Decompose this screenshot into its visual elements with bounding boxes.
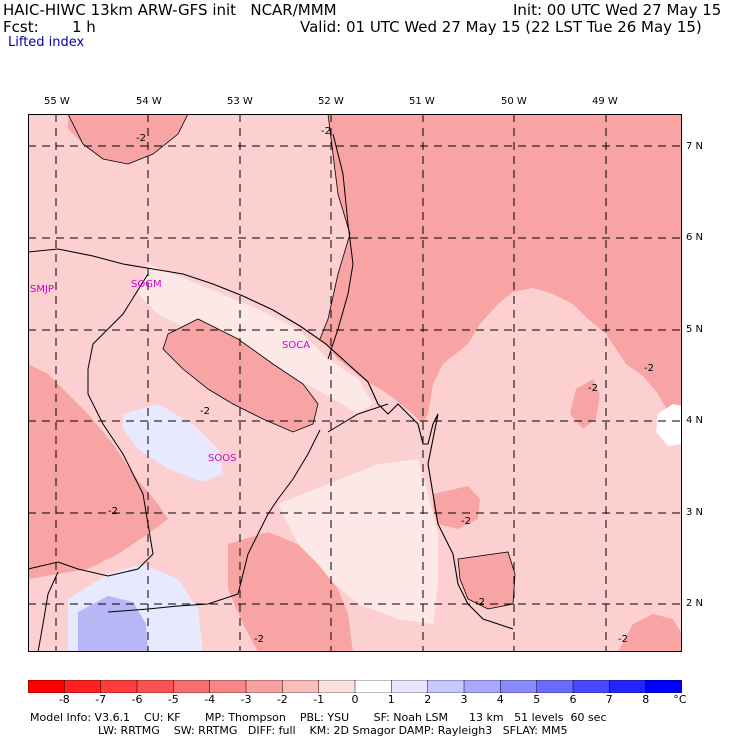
lon-label-50w: 50 W [501,96,527,107]
shade-region-north [68,114,188,164]
border-line-1 [28,273,154,577]
colorbar-tick-label: -4 [204,693,216,706]
colorbar-swatch [463,680,502,693]
colorbar-swatch [282,680,320,693]
init-time: Init: 00 UTC Wed 27 May 15 [513,1,722,19]
colorbar-swatch [318,680,356,693]
shade-region-east-small [570,379,600,429]
colorbar-swatch [136,680,175,693]
contour-label: -2 [588,383,598,394]
colorbar-tick-label: 1 [387,693,395,706]
colorbar-tick-label: -3 [240,693,252,706]
colorbar-swatch [64,680,102,693]
colorbar-swatch [609,680,647,693]
contour-label: -2 [475,597,485,608]
colorbar-tick-label: -1 [313,693,325,706]
valid-time: Valid: 01 UTC Wed 27 May 15 (22 LST Tue … [300,18,702,36]
contour-line-east [319,114,351,340]
lat-lon-grid [28,114,682,652]
coastline [28,248,514,630]
colorbar-swatch [572,680,611,693]
shade-region-light-south [278,459,438,624]
contour-label: -2 [136,133,146,144]
colorbar-tick-label: 7 [605,693,613,706]
contour-line-north [67,114,189,165]
colorbar-swatch [645,680,682,693]
contour-line-se [457,551,516,610]
shade-region-se-small [433,486,480,529]
lat-label-5n: 5 N [686,324,704,335]
contour-line-central [162,318,319,433]
fcst-label: Fcst: [3,18,39,36]
colorbar-swatch [173,680,211,693]
lon-label-53w: 53 W [227,96,253,107]
colorbar [28,680,682,693]
border-line-4 [327,133,354,360]
lon-label-49w: 49 W [592,96,618,107]
colorbar-swatch [427,680,465,693]
station-sogm: SOGM [131,279,162,290]
colorbar-tick-label: -2 [276,693,288,706]
colorbar-unit: °C [673,693,687,706]
title-left: HAIC-HIWC 13km ARW-GFS init NCAR/MMM [3,1,337,19]
contour-label: -2 [200,406,210,417]
contour-label: -2 [461,516,471,527]
lat-label-7n: 7 N [686,141,704,152]
shade-region-central [163,319,318,432]
model-info-line2: LW: RRTMG SW: RRTMG DIFF: full KM: 2D Sm… [98,724,568,737]
colorbar-tick-label: 3 [460,693,468,706]
colorbar-swatch [245,680,284,693]
colorbar-swatch [354,680,393,693]
shade-region-south-central [228,532,353,652]
lat-label-3n: 3 N [686,507,704,518]
colorbar-tick-label: 4 [496,693,504,706]
colorbar-swatch [209,680,247,693]
colorbar-tick-label: 5 [533,693,541,706]
station-soca: SOCA [282,340,311,351]
colorbar-swatch [28,680,66,693]
model-info-line1: Model Info: V3.6.1 CU: KF MP: Thompson P… [30,711,607,724]
shade-region-west [28,364,168,579]
lon-label-52w: 52 W [318,96,344,107]
colorbar-swatch [536,680,574,693]
contour-label: -2 [321,126,331,137]
field-name: Lifted index [8,35,85,50]
shade-region-white-east [656,404,682,446]
colorbar-tick-label: 2 [424,693,432,706]
lon-label-51w: 51 W [409,96,435,107]
lifted-index-map: -2 -2 -2 -2 -2 -2 -2 -2 -2 -2 [28,114,682,652]
colorbar-swatch [500,680,538,693]
colorbar-tick-label: -6 [131,693,143,706]
lat-label-2n: 2 N [686,598,704,609]
colorbar-tick-label: 6 [569,693,577,706]
border-line-2 [107,429,321,613]
contour-label: -2 [618,634,628,645]
station-soos: SOOS [208,453,237,464]
contour-label: -2 [254,634,264,645]
lon-label-55w: 55 W [44,96,70,107]
border-line-5 [37,571,59,652]
colorbar-tick-label: -7 [95,693,107,706]
fcst-value: 1 h [72,18,96,36]
colorbar-tick-label: -5 [167,693,179,706]
lon-label-54w: 54 W [136,96,162,107]
border-line-3 [327,403,389,433]
shade-region-se-corner [618,614,682,652]
station-smjp: SMJP [30,284,54,295]
colorbar-tick-label: 8 [642,693,650,706]
map-frame [28,114,682,652]
shade-region-light-streak [138,264,373,414]
colorbar-tick-label: 0 [351,693,359,706]
lat-label-4n: 4 N [686,415,704,426]
colorbar-swatch [100,680,138,693]
colorbar-tick-label: -8 [58,693,70,706]
contour-label: -2 [108,506,118,517]
lat-label-6n: 6 N [686,232,704,243]
contour-label: -2 [644,363,654,374]
shade-region-se [458,552,515,609]
shade-region-east [320,114,682,424]
colorbar-swatch [391,680,429,693]
